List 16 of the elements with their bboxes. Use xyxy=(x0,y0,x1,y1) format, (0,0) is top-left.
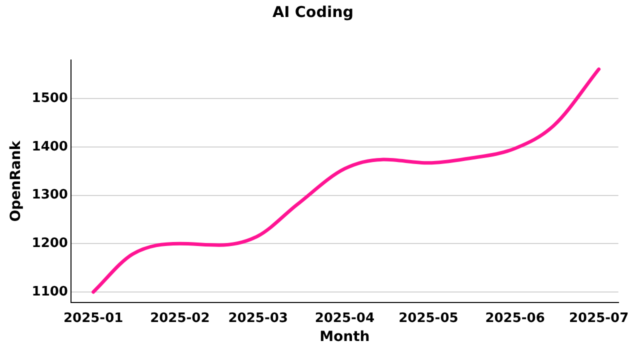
line-series xyxy=(92,67,601,294)
x-tick-label: 2025-07 xyxy=(568,310,629,326)
y-tick-label: 1500 xyxy=(32,91,68,106)
x-tick-label: 2025-06 xyxy=(485,310,545,326)
x-tick-label: 2025-04 xyxy=(314,310,375,326)
x-tick-label: 2025-01 xyxy=(63,310,124,326)
x-tick-label: 2025-05 xyxy=(398,310,458,326)
y-tick-label: 1400 xyxy=(32,139,68,154)
x-tick-label: 2025-03 xyxy=(228,310,288,326)
chart-title: AI Coding xyxy=(272,2,354,21)
y-tick-label: 1100 xyxy=(32,284,68,300)
y-tick-label: 1300 xyxy=(32,188,68,203)
x-axis-title: Month xyxy=(320,329,370,346)
y-axis-title: OpenRank xyxy=(8,140,24,222)
y-tick-label: 1200 xyxy=(32,236,68,252)
x-tick-label: 2025-02 xyxy=(150,310,210,326)
